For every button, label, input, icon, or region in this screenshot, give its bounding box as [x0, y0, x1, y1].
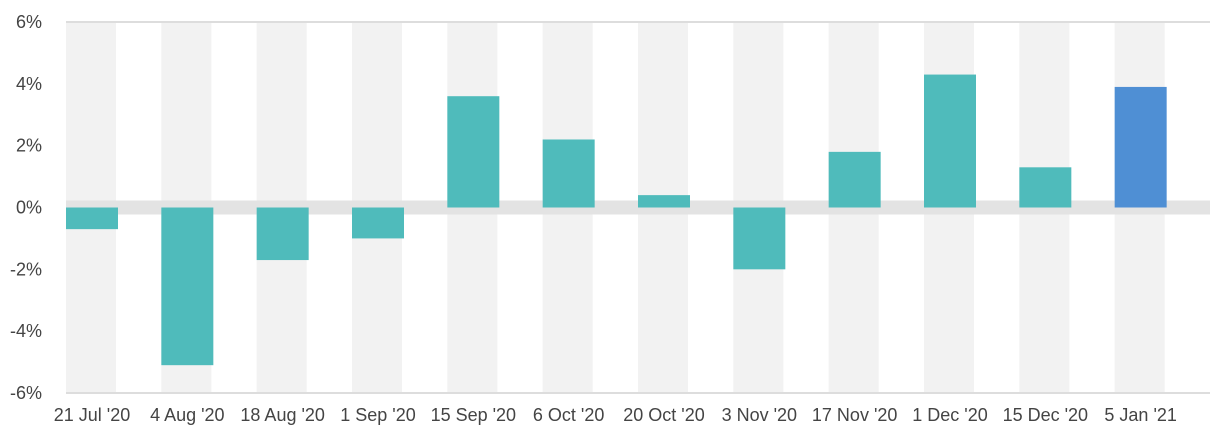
y-tick-label: 0% — [16, 198, 42, 218]
x-tick-label: 6 Oct '20 — [533, 405, 604, 425]
bar[interactable] — [828, 151, 881, 208]
bar[interactable] — [638, 195, 690, 208]
bars — [66, 74, 1167, 366]
x-tick-label: 3 Nov '20 — [722, 405, 797, 425]
x-tick-label: 21 Jul '20 — [54, 405, 131, 425]
bar[interactable] — [1019, 167, 1072, 208]
y-tick-label: -4% — [10, 321, 42, 341]
x-tick-label: 15 Dec '20 — [1003, 405, 1089, 425]
x-tick-label: 20 Oct '20 — [623, 405, 704, 425]
bar[interactable] — [66, 207, 118, 230]
bar[interactable] — [256, 207, 309, 261]
bar[interactable] — [1114, 86, 1167, 208]
y-axis-ticks: -6% -4% -2% 0% 2% 4% 6% — [10, 12, 42, 403]
y-tick-label: -2% — [10, 259, 42, 279]
bar[interactable] — [352, 207, 404, 239]
axis-lines — [66, 21, 1210, 394]
bar[interactable] — [447, 96, 500, 208]
bar[interactable] — [733, 207, 786, 270]
y-tick-label: -6% — [10, 383, 42, 403]
x-tick-label: 18 Aug '20 — [240, 405, 325, 425]
x-tick-label: 1 Dec '20 — [912, 405, 987, 425]
x-tick-label: 1 Sep '20 — [340, 405, 416, 425]
y-tick-label: 6% — [16, 12, 42, 32]
x-tick-label: 5 Jan '21 — [1104, 405, 1177, 425]
y-tick-label: 4% — [16, 74, 42, 94]
x-tick-label: 4 Aug '20 — [150, 405, 225, 425]
bar[interactable] — [542, 139, 595, 208]
x-tick-label: 15 Sep '20 — [431, 405, 517, 425]
x-tick-label: 17 Nov '20 — [812, 405, 898, 425]
y-tick-label: 2% — [16, 136, 42, 156]
bar[interactable] — [161, 207, 214, 366]
x-axis-ticks: 21 Jul '20 4 Aug '20 18 Aug '20 1 Sep '20 15… — [54, 405, 1177, 425]
bar[interactable] — [924, 74, 976, 208]
